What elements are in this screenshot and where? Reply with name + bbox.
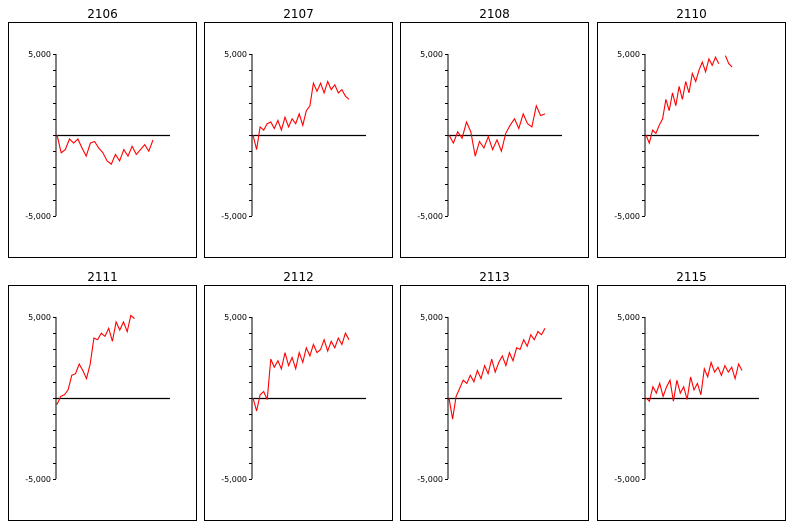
y-tick-label: -5,000 [221, 212, 247, 221]
chart-panel: 5,000 -5,000 [204, 285, 393, 521]
chart-panel: 5,000 -5,000 [400, 285, 589, 521]
y-tick-label: -5,000 [25, 475, 51, 484]
chart-title: 2115 [676, 270, 707, 284]
series-line [448, 328, 546, 420]
y-tick-label: -5,000 [614, 212, 640, 221]
chart-title: 2106 [87, 7, 118, 21]
y-tick-label: 5,000 [420, 50, 443, 59]
series-line [252, 331, 350, 412]
chart-plot: 5,000 -5,000 [25, 50, 170, 221]
series-line [252, 79, 350, 150]
series-line [645, 55, 720, 145]
chart-plot: 5,000 -5,000 [614, 313, 759, 484]
y-tick-label: -5,000 [221, 475, 247, 484]
y-tick-label: 5,000 [617, 313, 640, 322]
y-tick-label: 5,000 [224, 313, 247, 322]
series-line [56, 314, 135, 405]
y-tick-label: -5,000 [25, 212, 51, 221]
y-tick-label: -5,000 [417, 475, 443, 484]
series-line [56, 134, 154, 166]
y-tick-label: 5,000 [224, 50, 247, 59]
chart-title: 2110 [676, 7, 707, 21]
chart-panel: 5,000 -5,000 [8, 285, 197, 521]
y-tick-label: -5,000 [417, 212, 443, 221]
series-line [448, 104, 546, 157]
series-line [645, 360, 743, 403]
chart-panel: 5,000 -5,000 [8, 22, 197, 258]
y-tick-label: 5,000 [28, 313, 51, 322]
chart-plot: 5,000 -5,000 [417, 50, 562, 221]
chart-panel: 5,000 -5,000 [597, 22, 786, 258]
y-tick-label: -5,000 [614, 475, 640, 484]
chart-title: 2112 [283, 270, 314, 284]
chart-title: 2113 [479, 270, 510, 284]
chart-panel: 5,000 -5,000 [204, 22, 393, 258]
chart-plot: 5,000 -5,000 [25, 313, 170, 484]
series-line [724, 55, 733, 68]
y-tick-label: 5,000 [617, 50, 640, 59]
y-tick-label: 5,000 [28, 50, 51, 59]
chart-plot: 5,000 -5,000 [417, 313, 562, 484]
chart-plot: 5,000 -5,000 [614, 50, 759, 221]
chart-plot: 5,000 -5,000 [221, 50, 366, 221]
chart-panel: 5,000 -5,000 [400, 22, 589, 258]
chart-plot: 5,000 -5,000 [221, 313, 366, 484]
chart-panel: 5,000 -5,000 [597, 285, 786, 521]
chart-title: 2107 [283, 7, 314, 21]
chart-title: 2111 [87, 270, 118, 284]
chart-title: 2108 [479, 7, 510, 21]
y-tick-label: 5,000 [420, 313, 443, 322]
